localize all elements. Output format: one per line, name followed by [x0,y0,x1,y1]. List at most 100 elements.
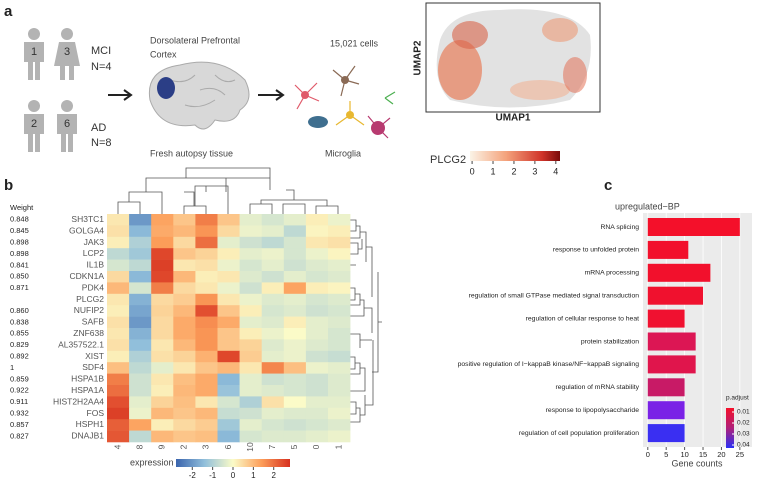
heat-cell [239,339,262,352]
heat-cell [173,259,196,272]
column-label: 3 [201,444,211,449]
heat-cell [151,385,174,397]
weight-label: 0.911 [10,397,28,406]
heat-cell [151,293,174,306]
heat-cell [151,339,174,352]
heat-cell [151,328,174,340]
heat-cell [107,407,130,420]
bar [647,309,685,328]
region-text: Dorsolateral Prefrontal [150,35,240,45]
heat-cell [283,362,307,374]
y-tick-label: mRNA processing [585,270,640,277]
y-tick-label: regulation of cellular response to heat [526,315,639,322]
heat-cell [151,214,174,226]
heat-cell [328,236,351,249]
heat-cell [261,271,285,283]
heat-cell [107,282,130,295]
legend-tick-label: 0.03 [737,431,750,438]
heat-cell [195,214,218,226]
heat-cell [328,407,351,420]
heat-cell [195,271,218,283]
brain [148,61,250,130]
weight-label: 0.898 [10,237,29,246]
heat-cell [261,305,285,317]
heat-cell [305,362,329,374]
heat-cell [328,419,351,431]
heat-cell [173,350,196,363]
heat-cell [217,362,240,374]
column-label: 6 [223,444,233,449]
heat-cell [239,373,262,386]
heat-cell [217,225,240,238]
heat-cell [283,350,307,363]
heat-cell [305,407,329,420]
heat-cell [151,248,174,260]
heat-cell [305,350,329,363]
bar [647,263,711,282]
column-label: 1 [333,444,343,449]
heat-cell [151,271,174,283]
gene-label: HSPA1B [71,374,104,384]
legend-tick-label: 0.02 [737,420,750,427]
heat-cell [239,316,262,329]
gene-label: SAFB [82,317,105,327]
colorbar-tick-label: 0 [470,166,475,176]
x-axis-label: UMAP1 [495,113,530,124]
gene-label: NUFIP2 [74,305,105,315]
heat-cell [107,396,130,409]
heat-cell [283,316,307,329]
heat-cell [261,225,285,238]
colorbar-tick-label: 1 [251,471,256,480]
gene-label: CDKN1A [70,271,105,281]
heat-cell [328,339,351,352]
heat-cell [283,385,307,397]
heat-cell [129,328,152,340]
heat-cell [173,385,196,397]
heat-cell [173,214,196,226]
heat-cell [195,293,218,306]
heat-cell [107,350,130,363]
tissue-text: Fresh autopsy tissue [150,148,233,158]
heat-cell [195,385,218,397]
heat-cell [261,328,285,340]
heat-cell [151,282,174,295]
heat-cell [217,350,240,363]
heat-cell [173,419,196,431]
heat-cell [305,271,329,283]
x-tick-label: 25 [736,450,744,459]
gene-label: FOS [87,408,105,418]
weight-label: 0.871 [10,283,29,292]
heat-cell [328,396,351,409]
heat-cell [305,316,329,329]
bar [647,240,689,259]
heat-cell [173,407,196,420]
heat-cell [129,236,152,249]
weight-label: 0.850 [10,272,29,281]
colorbar-tick-label: 3 [532,166,537,176]
heat-cell [195,316,218,329]
heat-cell [239,282,262,295]
heat-cell [173,316,196,329]
legend-tick-label: 0.01 [737,409,750,416]
legend-title: p.adjust [726,395,749,402]
heat-cell [261,430,285,443]
heat-cell [129,362,152,374]
heat-cell [107,214,130,226]
heat-cell [305,430,329,443]
heat-cell [195,248,218,260]
gene-label: HSPH1 [76,419,105,429]
heat-cell [261,362,285,374]
heat-cell [129,214,152,226]
heat-cell [239,362,262,374]
region-text: Cortex [150,49,177,59]
weight-label: 0.857 [10,420,29,429]
heat-cell [151,350,174,363]
weight-label: 0.898 [10,249,29,258]
gene-label: PLCG2 [76,294,104,304]
column-label: 5 [289,444,299,449]
heat-cell [261,282,285,295]
weight-label: 0.860 [10,306,29,315]
heat-cell [305,419,329,431]
heat-cell [283,305,307,317]
heat-cell [283,430,307,443]
